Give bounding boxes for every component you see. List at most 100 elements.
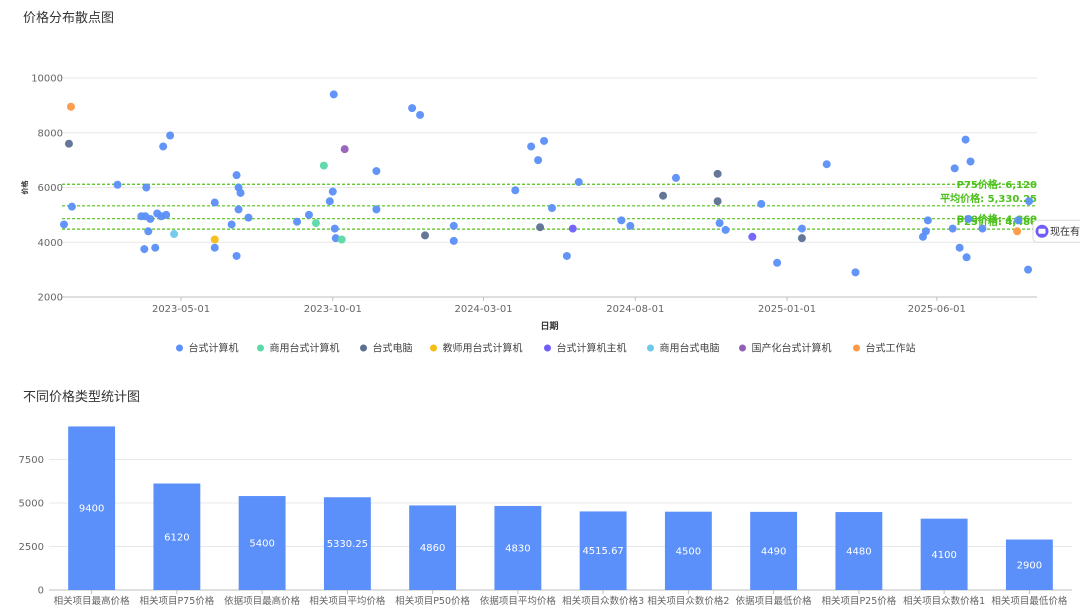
scatter-point	[421, 231, 430, 240]
reference-line-label: 平均价格: 5,330.25	[940, 192, 1037, 205]
y-tick-label: 2500	[19, 542, 44, 553]
scatter-point	[534, 156, 543, 165]
scatter-point	[955, 243, 964, 252]
legend-item: 教师用台式计算机	[430, 342, 523, 355]
scatter-point	[547, 204, 556, 213]
legend-marker	[176, 344, 183, 352]
scatter-point	[372, 167, 381, 176]
legend-marker	[544, 344, 551, 352]
scatter-point	[822, 160, 831, 169]
bar	[68, 426, 116, 590]
y-tick-label: 4000	[38, 238, 63, 249]
x-tick-label: 2023-10-01	[304, 304, 362, 315]
legend-label: 台式工作站	[866, 342, 916, 355]
tooltip: 现在有价	[1032, 219, 1080, 243]
scatter-point	[146, 214, 155, 223]
legend-item: 商用台式计算机	[257, 342, 340, 355]
scatter-point	[948, 224, 957, 233]
x-tick-label: 相关项目众数价格1	[903, 595, 985, 607]
scatter-point	[328, 187, 337, 196]
scatter-point	[713, 197, 722, 206]
y-tick-label: 10000	[31, 74, 63, 85]
x-tick-label: 相关项目平均价格	[309, 595, 386, 607]
legend-marker	[360, 344, 367, 352]
scatter-point	[773, 258, 782, 267]
y-tick-label: 2000	[38, 293, 63, 304]
legend-item: 商用台式电脑	[647, 342, 720, 355]
scatter-point	[59, 220, 68, 229]
bar	[409, 505, 457, 590]
legend-label: 教师用台式计算机	[443, 342, 523, 355]
scatter-point	[311, 219, 320, 228]
scatter-point	[329, 90, 338, 99]
y-tick-label: 7500	[19, 455, 44, 466]
legend-label: 台式计算机	[189, 342, 239, 355]
bar-value-label: 9400	[79, 504, 104, 515]
scatter-point	[159, 142, 168, 151]
x-tick-label: 相关项目最高价格	[54, 595, 131, 607]
scatter-point	[244, 213, 253, 222]
scatter-point	[715, 219, 724, 228]
scatter-point	[340, 145, 349, 154]
bar-value-label: 4860	[420, 543, 445, 554]
scatter-point	[293, 217, 302, 226]
scatter-point	[330, 224, 339, 233]
legend-item: 台式计算机	[176, 342, 239, 355]
bar-value-label: 4490	[761, 546, 786, 557]
bar-value-label: 4515.67	[582, 546, 623, 557]
x-tick-label: 2023-05-01	[152, 304, 210, 315]
scatter-point	[962, 253, 971, 262]
scatter-point	[721, 225, 730, 234]
scatter-point	[210, 198, 219, 207]
scatter-point	[626, 221, 635, 230]
legend-label: 台式计算机主机	[557, 342, 627, 355]
scatter-chart: 2000 4000 6000 8000 10000 2023-05-01 2023-10-0…	[20, 74, 1080, 355]
x-tick-label: 相关项目众数价格3	[562, 595, 644, 607]
scatter-point	[1025, 197, 1034, 206]
x-tick-label: 2024-03-01	[454, 304, 512, 315]
x-tick-label: 2024-08-01	[606, 304, 664, 315]
scatter-point	[232, 171, 241, 180]
x-axis-title: 日期	[540, 320, 558, 332]
scatter-point	[162, 210, 171, 219]
bar	[494, 505, 542, 590]
bar	[1005, 539, 1053, 590]
legend-label: 台式电脑	[373, 342, 413, 355]
legend-item: 台式工作站	[853, 342, 916, 355]
bar	[750, 511, 798, 590]
scatter-point	[144, 227, 153, 236]
scatter-point	[66, 102, 75, 111]
scatter-point	[210, 235, 219, 244]
scatter-point	[540, 136, 549, 145]
tooltip-icon-glyph	[1038, 228, 1046, 234]
scatter-point	[337, 235, 346, 244]
scatter-point	[562, 251, 571, 260]
legend-marker	[853, 344, 860, 352]
bar-value-label: 4100	[931, 550, 956, 561]
reference-line-label: P75价格: 6,120	[957, 178, 1037, 191]
legend-item: 台式计算机主机	[544, 342, 627, 355]
scatter-point	[1013, 227, 1022, 236]
scatter-point	[966, 157, 975, 166]
scatter-point	[142, 183, 151, 192]
bar-value-label: 5400	[249, 539, 274, 550]
scatter-point	[408, 104, 417, 113]
scatter-point	[511, 186, 520, 195]
x-tick-label: 依据项目平均价格	[480, 595, 557, 607]
scatter-point	[140, 245, 149, 254]
scatter-point	[151, 243, 160, 252]
y-tick-label: 6000	[38, 183, 63, 194]
tooltip-text: 现在有价	[1050, 225, 1080, 238]
scatter-point	[713, 169, 722, 178]
legend-marker	[430, 344, 437, 352]
legend-label: 商用台式计算机	[270, 342, 340, 355]
scatter-point	[574, 178, 583, 187]
legend-label: 国产化台式计算机	[752, 342, 832, 355]
bar-value-label: 6120	[164, 532, 189, 543]
x-tick-label: 相关项目众数价格2	[647, 595, 729, 607]
scatter-point	[325, 197, 334, 206]
scatter-point	[319, 161, 328, 170]
bar-value-label: 2900	[1017, 560, 1042, 571]
legend-marker	[739, 344, 746, 352]
scatter-point	[964, 214, 973, 223]
